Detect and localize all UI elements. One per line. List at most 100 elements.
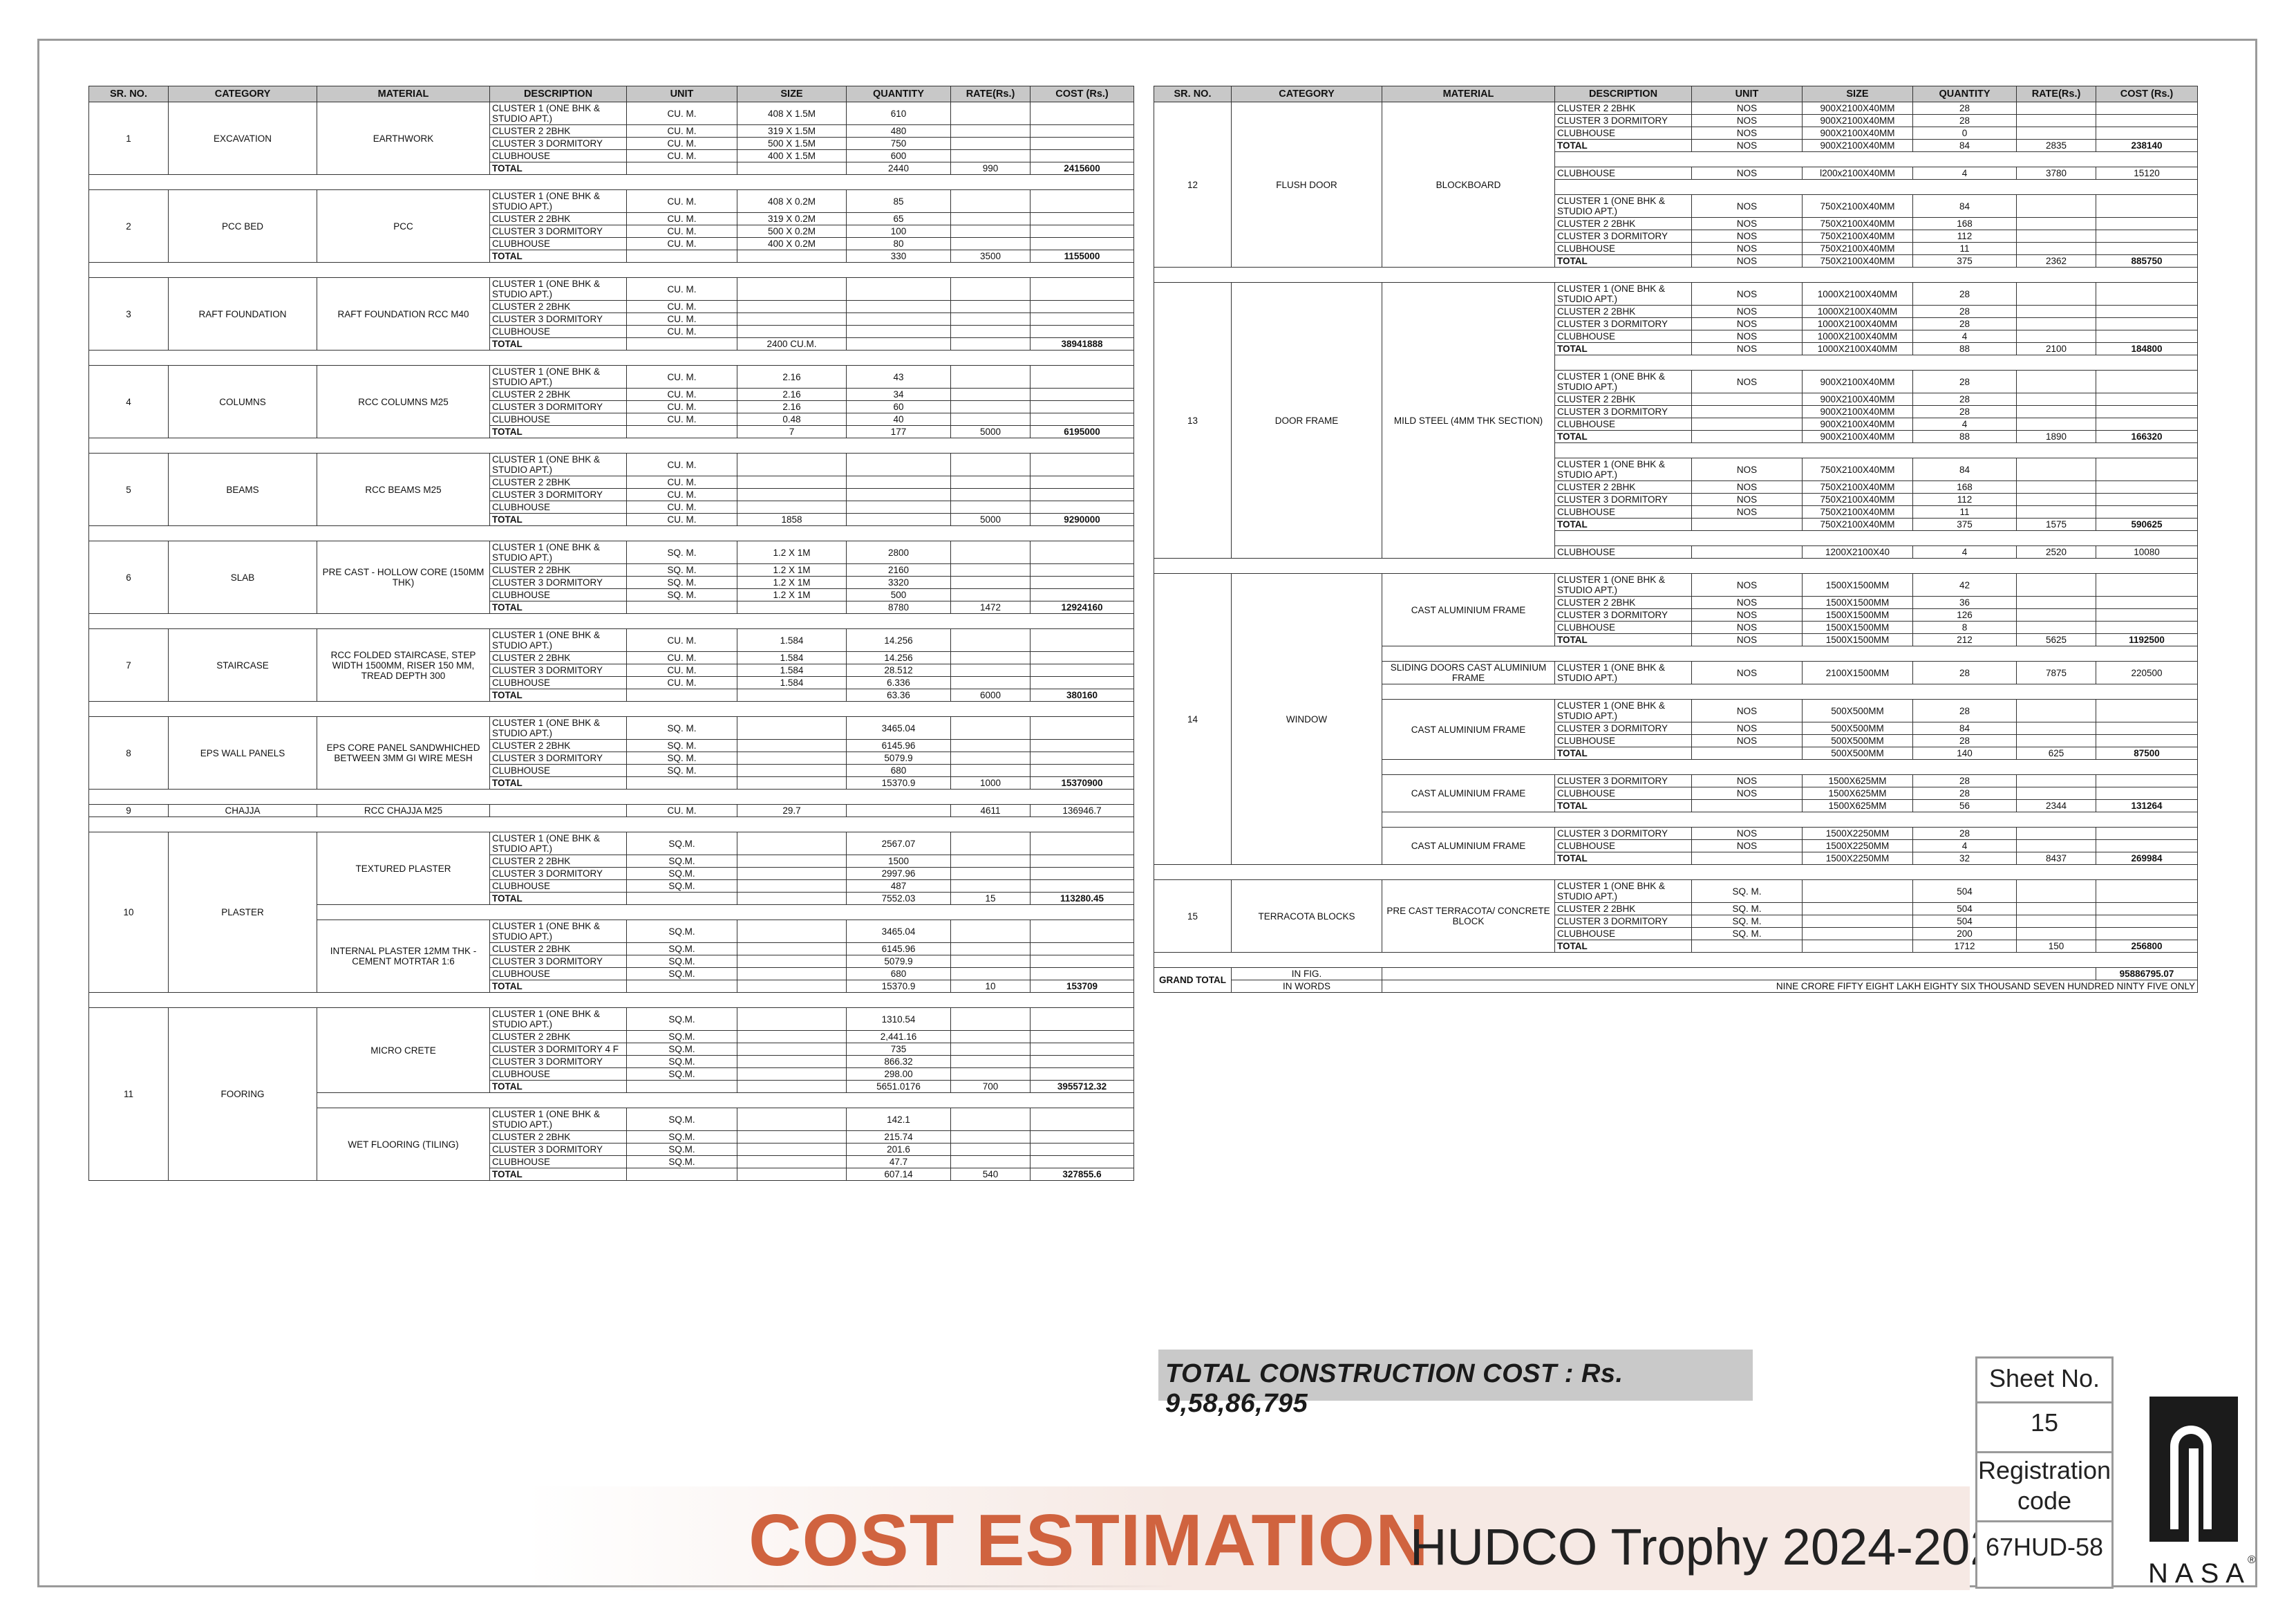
rate-cell — [2016, 102, 2096, 115]
description-cell: CLUBHOUSE — [1554, 505, 1692, 519]
table-row: CLUSTER 3 DORMITORY SQ.M. 5079.9 — [89, 955, 1134, 968]
column-header: CATEGORY — [1231, 86, 1382, 102]
rate-cell: 1472 — [950, 601, 1031, 614]
total-row: TOTAL 500X500MM 140 625 87500 — [1154, 747, 2198, 760]
rate-cell: 1000 — [950, 776, 1031, 790]
size-cell — [737, 250, 847, 263]
description-cell: CLUBHOUSE — [489, 1067, 627, 1081]
size-cell — [737, 764, 847, 777]
description-cell: CLUSTER 2 2BHK — [489, 476, 627, 489]
unit-cell: SQ.M. — [626, 955, 737, 968]
size-cell — [737, 689, 847, 702]
description-cell: TOTAL — [1554, 518, 1692, 531]
rate-cell: 2344 — [2016, 799, 2096, 812]
size-cell: 500X500MM — [1802, 722, 1913, 735]
size-cell — [737, 867, 847, 880]
spacer-row — [88, 789, 1134, 805]
cost-cell: 327855.6 — [1030, 1168, 1134, 1181]
table-row: CAST ALUMINIUM FRAME CLUSTER 3 DORMITORY N… — [1154, 827, 2198, 865]
cost-cell — [1030, 651, 1134, 664]
description-cell: CLUBHOUSE — [489, 149, 627, 162]
description-cell: CLUBHOUSE — [1554, 167, 1692, 180]
table-row: CLUBHOUSE 1200X2100X40 4 2520 10080 — [1154, 545, 2198, 559]
rate-cell — [950, 365, 1031, 389]
description-cell: CLUSTER 3 DORMITORY 4 F — [489, 1043, 627, 1056]
cost-cell — [1030, 879, 1134, 893]
rate-cell — [950, 453, 1031, 476]
material-cell: CAST ALUMINIUM FRAME — [1382, 774, 1555, 812]
size-cell: 319 X 0.2M — [737, 212, 847, 225]
rate-cell: 700 — [950, 1080, 1031, 1093]
cost-cell — [1030, 1043, 1134, 1056]
size-cell — [1802, 927, 1913, 940]
spacer-row — [1154, 864, 2198, 880]
cost-cell — [2096, 902, 2198, 915]
unit-cell — [1691, 418, 1803, 431]
size-cell: 1000X2100X40MM — [1802, 317, 1913, 330]
table-row: CAST ALUMINIUM FRAME CLUSTER 3 DORMITORY N… — [1154, 774, 2198, 812]
cost-cell — [2096, 480, 2198, 494]
quantity-cell: 28 — [1912, 317, 2017, 330]
registration-label: Registration code — [1977, 1456, 2111, 1515]
description-cell: CLUSTER 3 DORMITORY — [489, 664, 627, 677]
material-cell: BLOCKBOARD — [1382, 102, 1555, 268]
description-cell: TOTAL — [489, 162, 627, 175]
page-title: COST ESTIMATION — [749, 1500, 1429, 1581]
description-cell: CLUSTER 1 (ONE BHK & STUDIO APT.) — [1554, 661, 1692, 684]
unit-cell: NOS — [1691, 282, 1803, 306]
nasa-logo — [2149, 1397, 2238, 1542]
sr-no-cell: 2 — [88, 189, 169, 263]
material-cell: EARTHWORK — [317, 102, 490, 175]
rate-cell — [950, 237, 1031, 250]
quantity-cell: 140 — [1912, 747, 2017, 760]
cost-cell — [1030, 1130, 1134, 1144]
description-cell: CLUBHOUSE — [489, 413, 627, 426]
rate-cell — [950, 855, 1031, 868]
table-row: CLUBHOUSE SQ.M. 487 — [89, 879, 1134, 893]
rate-cell — [2016, 722, 2096, 735]
cost-cell — [1030, 453, 1134, 476]
spacer-row — [88, 701, 1134, 717]
description-cell: TOTAL — [489, 250, 627, 263]
description-cell: TOTAL — [1554, 940, 1692, 953]
table-row: CLUBHOUSE SQ.M. 680 — [89, 967, 1134, 980]
size-cell: 900X2100X40MM — [1802, 102, 1913, 115]
rate-cell — [2016, 734, 2096, 747]
size-cell — [737, 1030, 847, 1043]
unit-cell: SQ.M. — [626, 1030, 737, 1043]
rate-cell — [950, 325, 1031, 338]
unit-cell: CU. M. — [626, 476, 737, 489]
unit-cell: SQ. M. — [1691, 902, 1803, 915]
cost-cell — [1030, 628, 1134, 652]
cost-cell — [2096, 722, 2198, 735]
unit-cell: NOS — [1691, 370, 1803, 393]
description-cell: CLUBHOUSE — [489, 325, 627, 338]
description-cell: TOTAL — [1554, 852, 1692, 865]
table-row: CLUBHOUSE CU. M. 400 X 0.2M 80 — [89, 237, 1134, 250]
size-cell — [737, 277, 847, 301]
spacer-row — [88, 350, 1134, 366]
rate-cell — [950, 879, 1031, 893]
material-cell: EPS CORE PANEL SANDWHICHED BETWEEN 3MM G… — [317, 716, 490, 790]
size-cell: 1000X2100X40MM — [1802, 305, 1913, 318]
description-cell: CLUBHOUSE — [1554, 330, 1692, 343]
size-cell: 750X2100X40MM — [1802, 493, 1913, 506]
table-row: CLUSTER 3 DORMITORY SQ.M. 2997.96 — [89, 867, 1134, 880]
description-cell: TOTAL — [489, 513, 627, 526]
size-cell: 750X2100X40MM — [1802, 230, 1913, 243]
cost-cell: 269984 — [2096, 852, 2198, 865]
cost-cell: 1155000 — [1030, 250, 1134, 263]
size-cell: 750X2100X40MM — [1802, 194, 1913, 218]
cost-cell — [2096, 330, 2198, 343]
logo-arch-icon — [2170, 1426, 2212, 1529]
unit-cell: SQ.M. — [626, 1108, 737, 1131]
quantity-cell: 215.74 — [846, 1130, 951, 1144]
description-cell: CLUSTER 1 (ONE BHK & STUDIO APT.) — [489, 365, 627, 389]
unit-cell: SQ.M. — [626, 1130, 737, 1144]
rate-cell — [2016, 418, 2096, 431]
description-cell: CLUBHOUSE — [489, 588, 627, 601]
rate-cell — [2016, 927, 2096, 940]
size-cell: 900X2100X40MM — [1802, 418, 1913, 431]
unit-cell — [1691, 430, 1803, 443]
quantity-cell: 32 — [1912, 852, 2017, 865]
